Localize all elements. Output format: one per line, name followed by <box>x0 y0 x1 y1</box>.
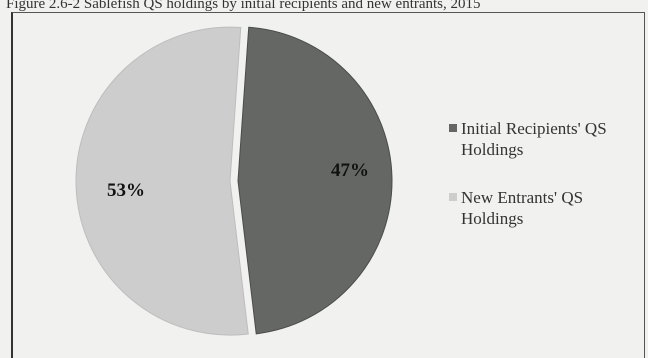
data-label-initial-recipients: 47% <box>331 160 369 181</box>
legend-label-new-entrants: New Entrants' QS Holdings <box>461 188 584 228</box>
legend-item-initial-recipients: Initial Recipients' QS Holdings <box>447 118 642 160</box>
chart-legend: Initial Recipients' QS Holdings New Entr… <box>447 118 642 256</box>
legend-item-new-entrants: New Entrants' QS Holdings <box>447 187 642 229</box>
legend-swatch-initial-recipients <box>449 124 457 132</box>
legend-label-initial-recipients: Initial Recipients' QS Holdings <box>461 119 607 159</box>
chart-frame <box>11 12 645 358</box>
figure-caption: Figure 2.6-2 Sablefish QS holdings by in… <box>6 0 481 12</box>
pie-slice-new-entrants <box>75 26 249 336</box>
data-label-new-entrants: 53% <box>107 180 145 201</box>
pie-slice-initial-recipients <box>237 26 393 335</box>
legend-swatch-new-entrants <box>449 193 457 201</box>
